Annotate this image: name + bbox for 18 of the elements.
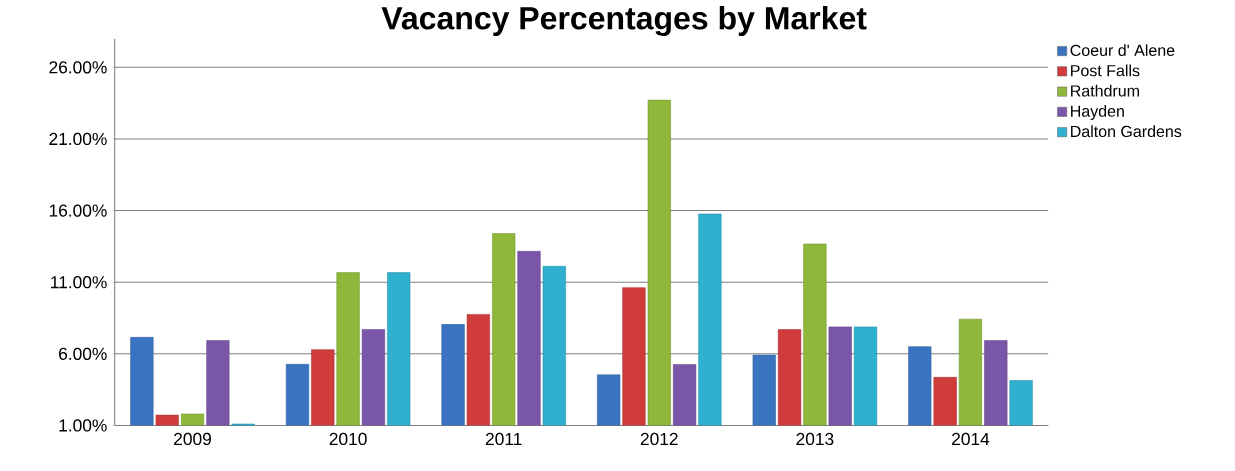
x-tick-label: 2010 [329, 432, 367, 446]
x-tick-label: 2013 [796, 432, 834, 446]
y-tick-label: 11.00% [51, 276, 107, 289]
x-tick-label: 2012 [640, 432, 678, 446]
x-tick-label: 2011 [485, 432, 522, 446]
y-tick-label: 26.00% [49, 61, 107, 74]
y-tick-label: 16.00% [49, 204, 107, 217]
y-tick-label: 6.00% [59, 347, 107, 361]
legend-label: Post Falls [1071, 64, 1140, 77]
y-tick-label: 21.00% [49, 132, 107, 146]
legend-label: Dalton Gardens [1071, 125, 1182, 138]
x-tick-label: 2014 [952, 432, 990, 446]
legend-label: Rathdrum [1071, 84, 1139, 97]
x-tick-label: 2009 [174, 432, 211, 446]
legend-label: Hayden [1071, 105, 1124, 121]
y-tick-label: 1.00% [59, 419, 107, 432]
chart-title: Vacancy Percentages by Market [381, 6, 867, 37]
legend-label: Coeur d' Alene [1070, 44, 1175, 57]
